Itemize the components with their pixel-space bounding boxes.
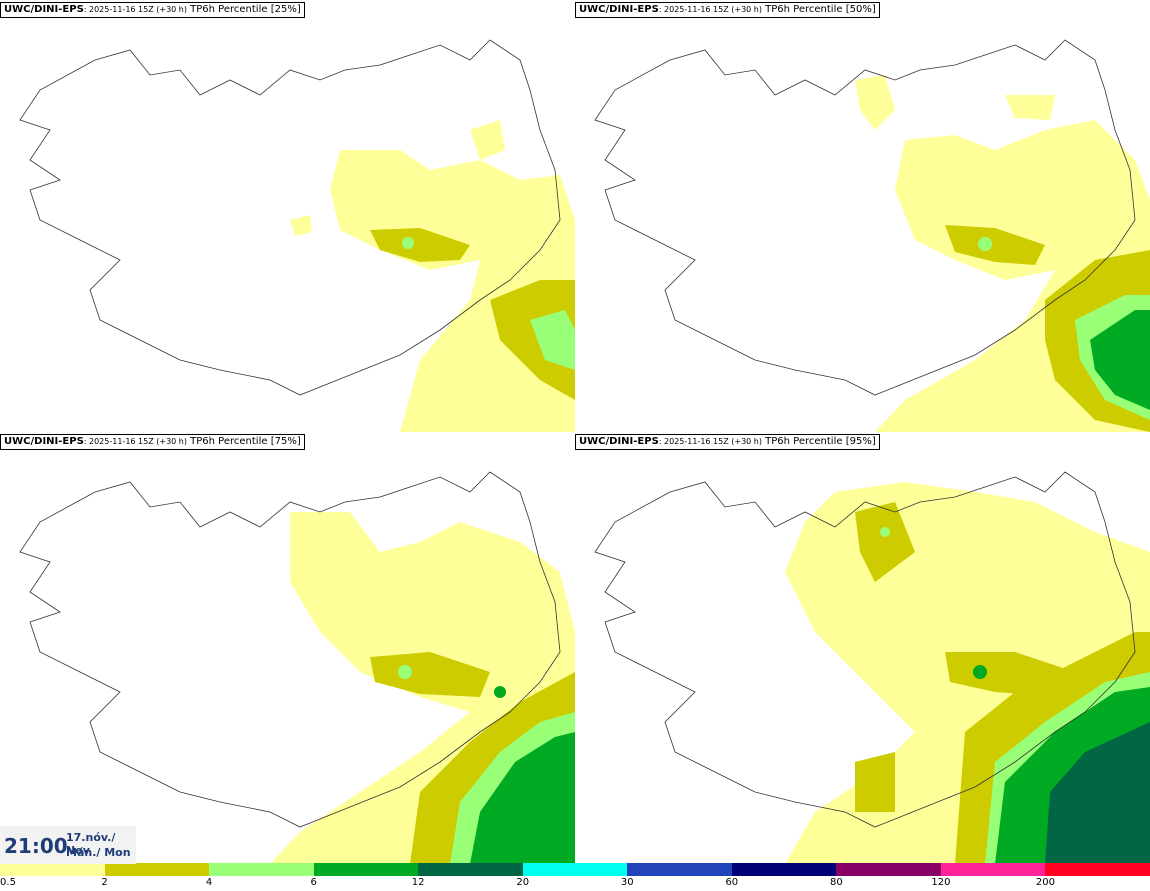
colorbar-segment [209,863,314,876]
colorbar-tick-label: 80 [829,877,843,888]
map-panel-p75: UWC/DINI-EPS: 2025-11-16 15Z (+30 h) TP6… [0,432,575,864]
precip-map [19,471,575,864]
colorbar-tick-label: 60 [725,877,739,888]
colorbar-segment [731,863,837,876]
panel-title: UWC/DINI-EPS: 2025-11-16 15Z (+30 h) TP6… [575,434,880,450]
colorbar-tick-label: 4 [205,877,213,888]
iceland-outline [19,39,561,396]
valid-date-line1: 17.nóv./ Nov [66,831,116,857]
colorbar-segment [313,863,419,876]
colorbar-segment [0,863,105,876]
iceland-outline [19,471,561,828]
panel-title: UWC/DINI-EPS: 2025-11-16 15Z (+30 h) TP6… [0,434,305,450]
precip-fill [855,75,1150,432]
precip-fill [290,120,575,432]
colorbar-segment [1045,863,1150,876]
precip-fill [785,482,1150,864]
map-panel-p25: UWC/DINI-EPS: 2025-11-16 15Z (+30 h) TP6… [0,0,575,432]
precip-fill [270,512,575,864]
valid-time-box: 21:00 17.nóv./ Nov Mán./ Mon [0,826,136,864]
valid-date-line2: Mán./ Mon [66,846,131,859]
precip-map [594,39,1150,432]
colorbar-segment [627,863,732,876]
colorbar-legend: 0.5 2 4 6 12 20 30 60 80 120 200 [0,863,1150,891]
colorbar-segment [522,863,628,876]
colorbar-tick-label: 20 [516,877,530,888]
valid-time: 21:00 [4,834,68,858]
colorbar-segment [836,863,941,876]
colorbar-segment [104,863,210,876]
map-panel-p95: UWC/DINI-EPS: 2025-11-16 15Z (+30 h) TP6… [575,432,1150,864]
colorbar-tick-label: 6 [310,877,317,888]
iceland-outline [594,471,1136,828]
precip-map [19,39,575,432]
colorbar-tick-label: 30 [620,877,634,888]
colorbar [0,863,1150,876]
precip-map [594,471,1150,864]
colorbar-segment [418,863,523,876]
colorbar-tick-label: 2 [101,877,108,888]
iceland-outline [594,39,1136,396]
panel-title: UWC/DINI-EPS: 2025-11-16 15Z (+30 h) TP6… [0,2,305,18]
colorbar-tick-label: 120 [931,877,951,888]
panel-title: UWC/DINI-EPS: 2025-11-16 15Z (+30 h) TP6… [575,2,880,18]
colorbar-tick-label: 0.5 [0,877,16,888]
map-panel-p50: UWC/DINI-EPS: 2025-11-16 15Z (+30 h) TP6… [575,0,1150,432]
colorbar-segment [940,863,1046,876]
colorbar-tick-label: 200 [1035,877,1055,888]
colorbar-tick-label: 12 [411,877,425,888]
